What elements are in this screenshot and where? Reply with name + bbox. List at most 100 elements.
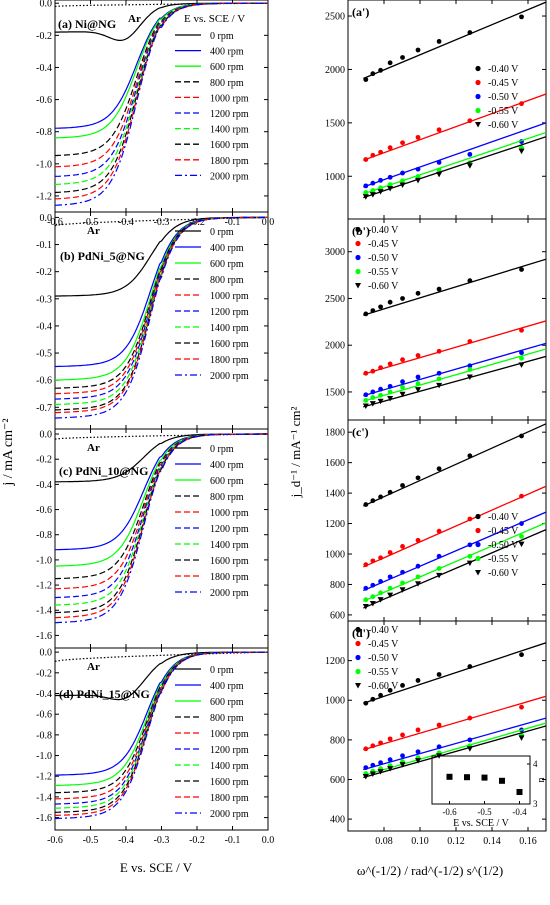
plot-area bbox=[55, 433, 268, 624]
data-point bbox=[387, 395, 394, 402]
y-tick-label: 1200 bbox=[325, 519, 345, 530]
data-point bbox=[519, 534, 524, 539]
data-point bbox=[519, 521, 524, 526]
legend-label: -0.55 V bbox=[368, 267, 399, 278]
legend-label: 400 rpm bbox=[210, 681, 244, 692]
fit-line bbox=[363, 320, 546, 375]
legend-marker bbox=[355, 683, 361, 689]
data-point bbox=[436, 553, 442, 559]
legend-label: 600 rpm bbox=[210, 259, 244, 270]
data-point bbox=[518, 735, 525, 741]
legend-marker bbox=[355, 640, 361, 647]
data-point bbox=[378, 67, 383, 73]
inset-data-point bbox=[446, 773, 453, 780]
y-tick-label: -1.0 bbox=[36, 751, 52, 762]
fit-line bbox=[363, 725, 546, 779]
data-point bbox=[467, 453, 473, 459]
data-point bbox=[369, 401, 376, 407]
data-point bbox=[387, 299, 393, 305]
ar-baseline bbox=[55, 651, 268, 662]
legend: -0.40 V -0.45 V -0.50 V -0.55 V -0.60 V bbox=[475, 64, 519, 131]
fit-line bbox=[363, 423, 546, 507]
data-point bbox=[436, 171, 443, 178]
data-point bbox=[377, 398, 384, 405]
legend-label: 1000 rpm bbox=[210, 93, 249, 104]
data-point bbox=[378, 177, 383, 183]
data-point bbox=[363, 157, 369, 162]
data-point bbox=[370, 743, 376, 749]
data-point bbox=[363, 585, 369, 591]
panel-title: (c') bbox=[352, 425, 369, 439]
data-point bbox=[370, 762, 376, 768]
data-point bbox=[378, 304, 383, 310]
data-point bbox=[387, 182, 393, 188]
data-point bbox=[436, 167, 442, 173]
data-point bbox=[370, 71, 376, 77]
legend-label: 1800 rpm bbox=[210, 793, 249, 804]
y-tick-label: -0.4 bbox=[36, 63, 52, 74]
data-point bbox=[378, 365, 383, 371]
data-point bbox=[400, 178, 405, 184]
legend-label: -0.55 V bbox=[368, 667, 399, 678]
data-point bbox=[519, 704, 524, 710]
fit-line bbox=[363, 642, 546, 704]
data-point bbox=[436, 159, 442, 165]
y-tick-label: 1500 bbox=[325, 118, 345, 129]
ar-label: Ar bbox=[87, 442, 100, 454]
data-point bbox=[436, 370, 442, 376]
curve-800-rpm bbox=[55, 433, 268, 580]
data-point bbox=[415, 574, 421, 580]
legend: -0.40 V -0.45 V -0.50 V -0.55 V -0.60 V bbox=[355, 225, 399, 292]
data-point bbox=[467, 363, 473, 369]
data-point bbox=[378, 386, 383, 392]
y-tick-label: 0.0 bbox=[40, 648, 53, 659]
data-point bbox=[378, 692, 383, 698]
data-point bbox=[370, 308, 376, 314]
data-point bbox=[400, 379, 405, 385]
data-point bbox=[370, 389, 376, 395]
data-point bbox=[415, 758, 422, 764]
ar-baseline bbox=[55, 433, 268, 440]
left-y-axis-label: j / mA cm⁻² bbox=[1, 418, 16, 486]
legend-label: -0.40 V bbox=[488, 64, 519, 75]
data-point bbox=[400, 296, 405, 301]
x-tick-label: -0.4 bbox=[118, 217, 134, 228]
legend-label: -0.45 V bbox=[488, 526, 519, 537]
data-point bbox=[436, 127, 442, 133]
ar-label: Ar bbox=[128, 13, 141, 25]
legend-label: 800 rpm bbox=[210, 492, 244, 503]
data-point bbox=[519, 355, 524, 361]
legend-label: 0 rpm bbox=[210, 665, 234, 676]
left-x-axis-label: E vs. SCE / V bbox=[120, 860, 193, 875]
legend-label: 1000 rpm bbox=[210, 729, 249, 740]
plot-area bbox=[55, 216, 268, 419]
y-tick-label: 3000 bbox=[325, 247, 345, 258]
y-tick-label: 2500 bbox=[325, 294, 345, 305]
legend-label: 1400 rpm bbox=[210, 323, 249, 334]
legend-marker bbox=[475, 570, 481, 576]
kl-panel-0-axes: 1000 1500 2000 2500 (a') -0.40 V -0.45 V -0.50 … bbox=[325, 0, 547, 220]
data-point bbox=[400, 483, 405, 488]
data-point bbox=[466, 746, 473, 752]
legend-label: 2000 rpm bbox=[210, 171, 249, 182]
legend-label: 1200 rpm bbox=[210, 307, 249, 318]
data-point bbox=[400, 170, 405, 176]
inset-data-point bbox=[516, 789, 523, 795]
data-point bbox=[387, 592, 394, 599]
data-point bbox=[415, 475, 421, 481]
x-tick-label: 0.14 bbox=[483, 836, 501, 847]
panel-title: (a') bbox=[352, 5, 369, 19]
legend-label: 600 rpm bbox=[210, 476, 244, 487]
data-point bbox=[363, 597, 369, 603]
y-tick-label: 1400 bbox=[325, 489, 345, 500]
legend-marker bbox=[355, 268, 361, 275]
y-tick-label: -0.6 bbox=[36, 376, 52, 387]
y-tick-label: -0.6 bbox=[36, 505, 52, 516]
data-point bbox=[436, 382, 443, 389]
x-tick-label: 0.0 bbox=[262, 835, 275, 846]
legend-label: 400 rpm bbox=[210, 460, 244, 471]
data-point bbox=[399, 391, 406, 398]
figure-content: 0.0-0.2-0.4-0.6-0.8-1.0-1.2-0.6 -0.5 -0.4-… bbox=[36, 0, 547, 847]
data-point bbox=[370, 368, 376, 374]
